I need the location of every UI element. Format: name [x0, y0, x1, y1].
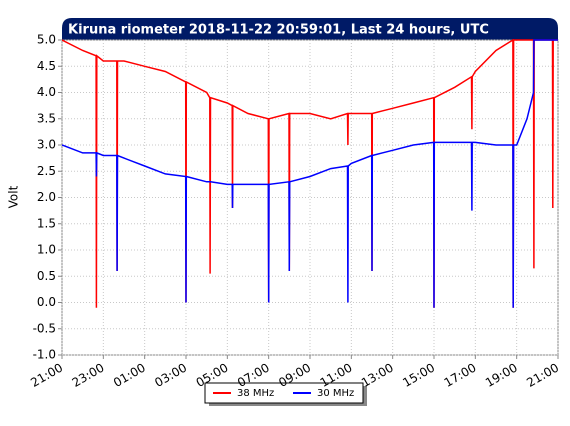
y-tick-label: 4.5	[37, 59, 56, 73]
series-line	[62, 39, 558, 308]
y-tick-label: 3.0	[37, 138, 56, 152]
y-tick-label: -0.5	[33, 321, 56, 335]
y-tick-label: 1.0	[37, 243, 56, 257]
legend	[204, 382, 364, 404]
legend-label: 38 MHz	[237, 388, 274, 399]
y-tick-label: 0.5	[37, 269, 56, 283]
y-tick-label: 2.0	[37, 190, 56, 204]
title-bar	[62, 18, 558, 40]
y-tick-label: 2.5	[37, 164, 56, 178]
y-tick-label: 5.0	[37, 33, 56, 47]
y-tick-label: 1.5	[37, 216, 56, 230]
y-tick-label: 3.5	[37, 111, 56, 125]
y-axis-label: Volt	[7, 185, 21, 208]
legend-label: 30 MHz	[317, 388, 354, 399]
y-tick-label: 4.0	[37, 85, 56, 99]
y-tick-label: 0.0	[37, 295, 56, 309]
series-line	[62, 39, 558, 308]
y-tick-label: -1.0	[33, 348, 56, 362]
chart-title: Kiruna riometer 2018-11-22 20:59:01, Las…	[68, 23, 489, 38]
